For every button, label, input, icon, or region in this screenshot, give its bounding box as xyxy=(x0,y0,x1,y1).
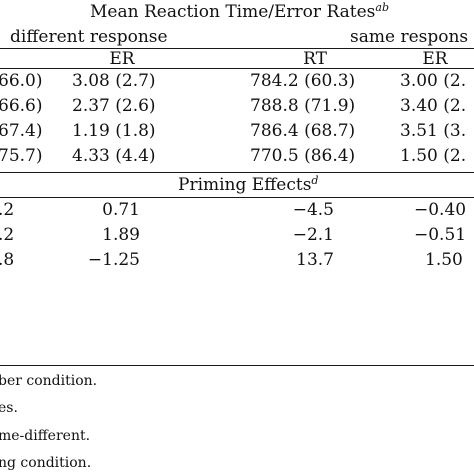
cell-c0: 66.6) xyxy=(0,96,43,116)
cell-c2: 13.7 xyxy=(296,250,334,270)
cell-c1: −1.25 xyxy=(87,250,140,270)
cell-c3: 3.00 (2. xyxy=(400,71,467,91)
cell-c2: −4.5 xyxy=(292,200,334,220)
cell-c1: 1.89 xyxy=(102,225,140,245)
cell-c0: 66.0) xyxy=(0,71,43,91)
group-rule xyxy=(0,48,474,49)
cell-c0: .2 xyxy=(0,200,15,220)
cell-c1: 3.08 (2.7) xyxy=(72,71,156,91)
footnote: ng condition. xyxy=(0,455,92,471)
header-rule xyxy=(0,68,474,69)
cell-c0: 75.7) xyxy=(0,146,43,166)
cell-c3: 3.51 (3. xyxy=(400,121,467,141)
cell-c0: .8 xyxy=(0,250,15,270)
table-bottom-rule xyxy=(0,365,474,366)
group-header-same-response: same respons xyxy=(350,27,469,47)
cell-c0: .2 xyxy=(0,225,15,245)
cell-c1: 2.37 (2.6) xyxy=(72,96,156,116)
column-header-er-right: ER xyxy=(422,49,448,69)
cell-c3: 1.50 (2. xyxy=(400,146,467,166)
cell-c1: 4.33 (4.4) xyxy=(72,146,156,166)
cell-c3: −0.40 xyxy=(414,200,467,220)
table-title-sup: ab xyxy=(375,1,389,14)
cell-c1: 1.19 (1.8) xyxy=(72,121,156,141)
cell-c2: 784.2 (60.3) xyxy=(250,71,356,91)
table-title: Mean Reaction Time/Error Ratesab xyxy=(90,2,389,22)
section-rule xyxy=(0,172,474,173)
table-title-text: Mean Reaction Time/Error Rates xyxy=(90,2,376,22)
cell-c2: 770.5 (86.4) xyxy=(250,146,356,166)
cell-c3: 3.40 (2. xyxy=(400,96,467,116)
priming-effects-title-sup: d xyxy=(311,174,319,187)
cell-c2: 786.4 (68.7) xyxy=(250,121,356,141)
column-header-rt-right: RT xyxy=(303,49,327,69)
priming-effects-title-text: Priming Effects xyxy=(178,175,312,195)
group-header-different-response: different response xyxy=(10,27,168,47)
cell-c2: 788.8 (71.9) xyxy=(250,96,356,116)
footnote: ber condition. xyxy=(0,373,98,389)
cell-c0: 67.4) xyxy=(0,121,43,141)
cell-c3: −0.51 xyxy=(414,225,467,245)
footnote: me-different. xyxy=(0,428,91,444)
priming-rule xyxy=(0,197,474,198)
priming-effects-title: Priming Effectsd xyxy=(178,175,318,195)
column-header-er-left: ER xyxy=(109,49,135,69)
cell-c2: −2.1 xyxy=(292,225,334,245)
footnote: es. xyxy=(0,400,18,416)
cell-c3: 1.50 xyxy=(425,250,463,270)
cell-c1: 0.71 xyxy=(102,200,140,220)
